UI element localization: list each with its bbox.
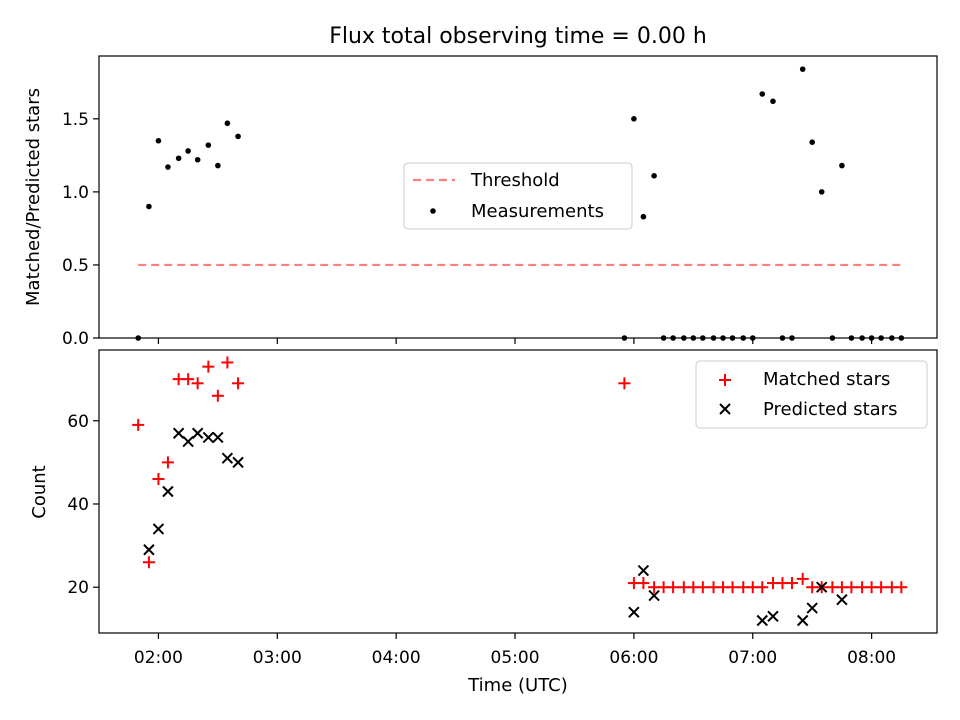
measurement-point	[640, 213, 647, 220]
x-tick-label: 06:00	[609, 648, 658, 668]
y-tick-label: 0.0	[62, 329, 89, 349]
chart-title: Flux total observing time = 0.00 h	[329, 24, 707, 49]
x-tick-label: 07:00	[728, 648, 777, 668]
predicted-star-point	[756, 614, 768, 627]
matched-star-point	[785, 577, 798, 590]
matched-star-point	[796, 572, 809, 585]
measurement-point	[155, 137, 162, 144]
predicted-star-point	[182, 435, 194, 448]
predicted-star-point	[806, 602, 818, 614]
matched-star-point	[221, 356, 234, 369]
bottom-panel-frame	[98, 349, 938, 634]
measurement-point	[224, 120, 231, 127]
top-panel-series	[135, 66, 905, 341]
measurement-point	[205, 142, 212, 148]
y-tick-label: 0.5	[62, 256, 89, 276]
matched-star-point	[845, 581, 858, 594]
measurement-point	[809, 139, 815, 146]
matched-legend-swatch	[719, 374, 731, 386]
predicted-star-point	[191, 427, 204, 439]
matched-star-point	[895, 581, 908, 594]
matched-star-point	[618, 377, 631, 390]
predicted-star-point	[162, 485, 174, 498]
top-panel: Matched/Predicted stars 0.0 0.5 1.0 1.5 Thr…	[23, 55, 938, 349]
measurement-point	[175, 155, 182, 162]
bottom-panel-ticks: 20 40 60	[67, 412, 99, 598]
predicted-star-point	[172, 427, 185, 439]
measurement-point	[215, 162, 221, 169]
predicted-star-point	[836, 593, 848, 606]
matched-star-point	[637, 577, 650, 590]
predicted-star-point	[221, 452, 234, 464]
matched-star-point	[202, 360, 215, 373]
x-tick-label: 04:00	[372, 648, 421, 668]
measurement-point	[759, 91, 766, 97]
top-panel-frame	[98, 55, 938, 339]
measurement-point	[185, 148, 191, 154]
matched-star-point	[726, 581, 739, 594]
matched-star-point	[161, 456, 174, 469]
measurements-legend-label: Measurements	[471, 201, 604, 222]
predicted-star-point	[796, 614, 809, 627]
x-tick-label: 08:00	[847, 648, 896, 668]
matched-star-point	[756, 581, 769, 594]
x-axis: 02:00 03:00 04:00 05:00 06:00 07:00 08:00	[134, 338, 896, 668]
predicted-star-point	[815, 581, 828, 593]
predicted-star-point	[152, 523, 165, 535]
bottom-panel: Count 20 40 60 Matched stars Predicted sta…	[29, 349, 938, 634]
predicted-star-point	[232, 456, 244, 469]
y-tick-label: 1.0	[62, 183, 89, 203]
matched-star-point	[152, 473, 165, 486]
y-tick-label: 20	[67, 578, 89, 598]
top-panel-legend: Threshold Measurements	[403, 162, 633, 230]
measurement-point	[194, 156, 201, 163]
x-axis-label: Time (UTC)	[467, 675, 568, 696]
x-tick-label: 03:00	[253, 648, 302, 668]
top-panel-ylabel: Matched/Predicted stars	[23, 88, 44, 306]
bottom-panel-ylabel: Count	[29, 465, 50, 518]
matched-star-point	[232, 377, 245, 390]
matched-star-point	[191, 377, 204, 390]
measurement-point	[235, 133, 241, 140]
predicted-star-point	[143, 544, 155, 556]
measurement-point	[146, 203, 152, 210]
y-tick-label: 60	[67, 412, 89, 432]
bottom-panel-legend: Matched stars Predicted stars	[695, 360, 928, 429]
measurement-point	[651, 173, 657, 179]
matched-star-point	[696, 581, 709, 594]
matched-star-point	[182, 373, 195, 386]
x-tick-label: 05:00	[491, 648, 540, 668]
x-tick-label: 02:00	[134, 648, 183, 668]
measurement-point	[770, 98, 776, 105]
matched-star-point	[667, 581, 680, 594]
matched-star-point	[142, 556, 155, 569]
top-panel-ticks: 0.0 0.5 1.0 1.5	[62, 110, 99, 349]
threshold-legend-label: Threshold	[470, 170, 560, 191]
measurement-point	[631, 116, 637, 122]
matched-star-point	[132, 418, 145, 431]
y-tick-label: 1.5	[62, 110, 89, 130]
measurement-point	[799, 66, 806, 72]
measurement-point	[839, 162, 845, 169]
predicted-legend-swatch	[719, 403, 731, 415]
predicted-star-point	[202, 431, 215, 444]
top-legend-box	[403, 162, 633, 230]
bottom-legend-box	[695, 360, 928, 429]
y-tick-label: 40	[67, 495, 89, 515]
predicted-star-point	[648, 589, 660, 602]
measurement-point	[165, 164, 171, 170]
predicted-star-point	[767, 610, 779, 623]
predicted-star-point	[212, 431, 224, 444]
measurements-legend-swatch	[430, 208, 436, 214]
matched-legend-label: Matched stars	[763, 369, 890, 390]
predicted-star-point	[637, 564, 650, 577]
measurement-point	[818, 189, 825, 195]
predicted-legend-label: Predicted stars	[763, 399, 897, 420]
matched-star-point	[211, 389, 224, 402]
predicted-star-point	[628, 606, 640, 618]
matched-star-point	[875, 581, 888, 594]
bottom-panel-series	[132, 356, 908, 627]
